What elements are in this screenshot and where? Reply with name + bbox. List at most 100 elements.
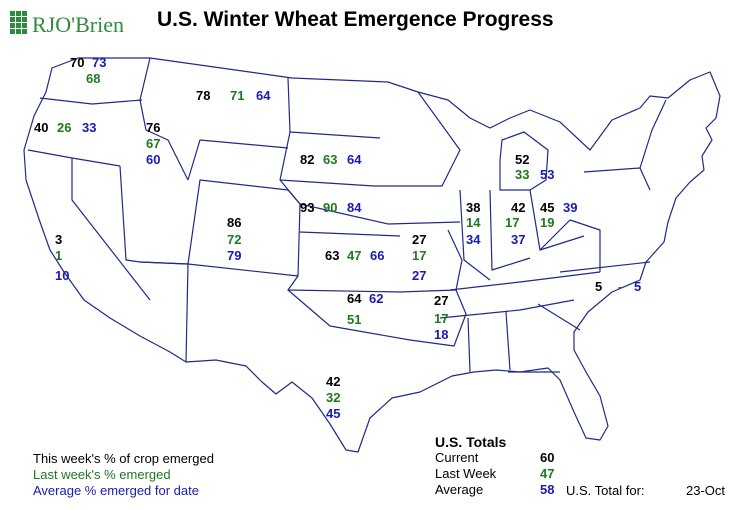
or-last-week: 26 (57, 120, 72, 135)
nc-current: 5 (595, 279, 603, 294)
il-average: 34 (466, 232, 481, 247)
ne-average: 84 (347, 200, 362, 215)
co-average: 79 (227, 248, 242, 263)
rjo-brien-logo-mark: RJO'Brien (10, 11, 124, 37)
us-totals: U.S. Totals Current 60 Last Week 47 Aver… (435, 434, 554, 498)
legend-current: This week's % of crop emerged (33, 451, 214, 466)
va-nc-border (559, 261, 651, 273)
wa-current: 70 (70, 55, 85, 70)
ar-last-week: 17 (434, 311, 449, 326)
page-title: U.S. Winter Wheat Emergence Progress (157, 8, 554, 31)
in-last-week: 17 (505, 215, 520, 230)
mo-current: 27 (412, 232, 427, 247)
ar-la-border (409, 289, 467, 347)
report-date: 23-Oct (686, 483, 726, 498)
us-outline (23, 57, 721, 453)
nc-last-week: - (618, 279, 623, 294)
in-current: 42 (511, 200, 526, 215)
wa-average: 73 (92, 55, 107, 70)
va-wv-border (539, 219, 601, 272)
il-in-border (459, 189, 491, 281)
id-mt-border (139, 57, 189, 181)
totals-current-value: 60 (540, 450, 555, 465)
tn-south-border (439, 299, 575, 319)
totals-last-week-value: 47 (540, 466, 555, 481)
ks-average: 66 (370, 248, 385, 263)
mn-ia-border (374, 91, 461, 187)
totals-average-label: Average (435, 482, 484, 497)
az-nm-border (185, 263, 189, 363)
nv-ut-border (119, 165, 189, 265)
mt-current: 78 (196, 88, 211, 103)
ca-last-week: 1 (55, 248, 63, 263)
totals-last-week-label: Last Week (435, 466, 497, 481)
pa-ny-border (583, 167, 651, 191)
id-current: 76 (146, 120, 161, 135)
rjo-brien-logo: RJO'Brien (10, 8, 150, 38)
mt-nd-border (287, 77, 381, 139)
totals-heading: U.S. Totals (435, 434, 507, 450)
wa-or-border (39, 97, 143, 105)
ne-current: 93 (300, 200, 315, 215)
in-average: 37 (511, 232, 526, 247)
mo-last-week: 17 (412, 248, 427, 263)
totals-current-row: Current 60 (435, 450, 554, 466)
ca-nv-border (71, 158, 151, 301)
ok-current: 64 (347, 291, 362, 306)
ne-ks-border (299, 231, 401, 237)
ny-ne-border (639, 99, 667, 169)
wa-last-week: 68 (86, 71, 101, 86)
mi-average: 53 (540, 167, 555, 182)
nc-average: 5 (634, 279, 642, 294)
ne-last-week: 90 (323, 200, 338, 215)
il-last-week: 14 (466, 215, 481, 230)
tx-last-week: 32 (326, 390, 341, 405)
mt-average: 64 (256, 88, 271, 103)
tx-current: 42 (326, 374, 341, 389)
logo-text: RJO'Brien (32, 12, 124, 37)
totals-current-label: Current (435, 450, 479, 465)
mi-lower (499, 131, 549, 191)
sd-average: 64 (347, 152, 362, 167)
nm-co-border (187, 189, 301, 277)
id-last-week: 67 (146, 136, 161, 151)
mi-current: 52 (515, 152, 530, 167)
ms-al-border (467, 317, 471, 373)
ca-current: 3 (55, 232, 63, 247)
sd-current: 82 (300, 152, 315, 167)
ga-sc-border (537, 303, 581, 331)
mo-ar-border (399, 229, 463, 293)
ks-current: 63 (325, 248, 340, 263)
ky-tn-border (449, 271, 601, 291)
co-current: 86 (227, 215, 242, 230)
mi-last-week: 33 (515, 167, 530, 182)
al-ga-border (505, 311, 511, 371)
tx-average: 45 (326, 406, 341, 421)
sd-last-week: 63 (323, 152, 338, 167)
ks-last-week: 47 (347, 248, 362, 263)
ks-ok-border (287, 275, 401, 293)
legend-average: Average % emerged for date (33, 483, 199, 498)
ia-mo-border (387, 221, 461, 225)
or-current: 40 (34, 120, 49, 135)
in-oh-border (489, 189, 531, 271)
totals-average-value: 58 (540, 482, 555, 497)
mt-last-week: 71 (230, 88, 245, 103)
legend-last-week: Last week's % emerged (33, 467, 171, 482)
oh-pa-border (529, 189, 585, 251)
ok-tx-border (287, 289, 411, 341)
or-ca-border (27, 149, 121, 167)
oh-current: 45 (540, 200, 555, 215)
oh-average: 39 (563, 200, 578, 215)
us-total-for-label: U.S. Total for: (566, 483, 645, 498)
or-average: 33 (82, 120, 97, 135)
mo-average: 27 (412, 268, 427, 283)
totals-average-row: Average 58 (435, 482, 554, 498)
totals-last-week-row: Last Week 47 (435, 466, 554, 482)
id-average: 60 (146, 152, 161, 167)
ar-current: 27 (434, 293, 449, 308)
co-last-week: 72 (227, 232, 242, 247)
ok-last-week: 51 (347, 312, 362, 327)
ar-average: 18 (434, 327, 449, 342)
